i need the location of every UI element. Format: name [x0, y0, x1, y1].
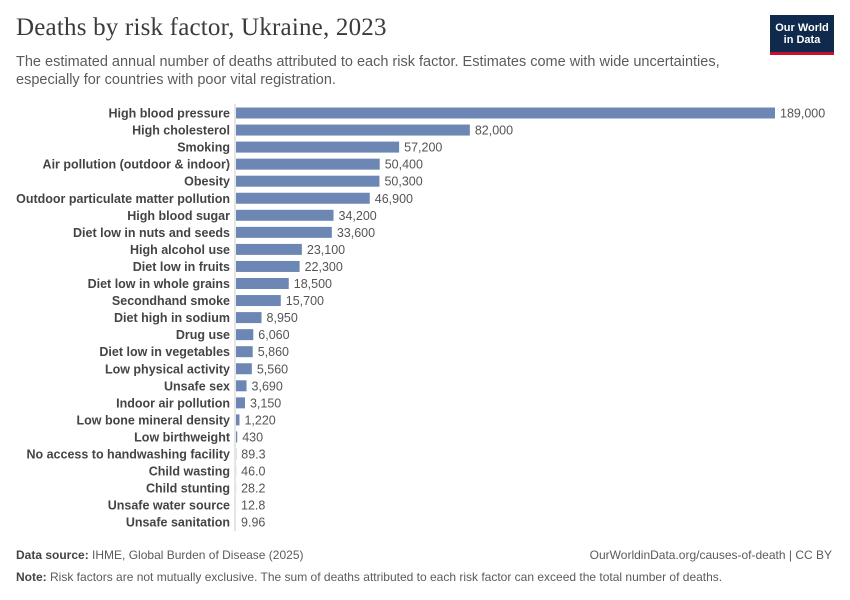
bar[interactable] — [236, 141, 400, 153]
category-label: Smoking — [177, 141, 230, 155]
category-label: Unsafe sex — [164, 379, 230, 393]
category-label: Diet low in whole grains — [88, 277, 230, 291]
bar[interactable] — [236, 192, 370, 204]
category-label: Secondhand smoke — [112, 294, 230, 308]
value-label: 15,700 — [286, 294, 324, 308]
value-label: 22,300 — [305, 260, 343, 274]
category-label: High blood pressure — [108, 107, 230, 121]
category-label: Low physical activity — [105, 362, 230, 376]
category-label: Diet low in fruits — [133, 260, 230, 274]
bar[interactable] — [236, 278, 289, 289]
chart-title: Deaths by risk factor, Ukraine, 2023 — [16, 14, 387, 41]
bar[interactable] — [236, 346, 253, 358]
value-label: 8,950 — [267, 311, 298, 325]
bar[interactable] — [236, 243, 302, 255]
category-label: High blood sugar — [127, 209, 230, 223]
value-label: 28.2 — [241, 482, 265, 496]
logo-line-1: Our World — [775, 21, 829, 34]
category-label: Indoor air pollution — [116, 396, 230, 410]
bar[interactable] — [236, 226, 332, 238]
category-label: Diet low in nuts and seeds — [73, 226, 230, 240]
value-label: 5,860 — [258, 345, 289, 359]
bar[interactable] — [236, 260, 300, 272]
source-url-link[interactable]: OurWorldinData.org/causes-of-death | CC … — [589, 548, 832, 562]
value-label: 189,000 — [780, 107, 825, 121]
category-label: Unsafe sanitation — [126, 516, 230, 530]
category-label: Child stunting — [146, 482, 230, 496]
bar[interactable] — [236, 329, 254, 341]
bar-chart: High blood pressure 189,000 High cholester… — [16, 104, 825, 532]
chart-subtitle: The estimated annual number of deaths at… — [16, 54, 720, 88]
category-label: Diet high in sodium — [114, 311, 230, 325]
bar[interactable] — [236, 431, 238, 443]
value-label: 18,500 — [294, 277, 332, 291]
category-label: High cholesterol — [132, 124, 230, 138]
value-label: 50,400 — [385, 158, 423, 172]
category-label: Child wasting — [149, 465, 230, 479]
data-source: Data source: IHME, Global Burden of Dise… — [16, 548, 303, 562]
value-label: 82,000 — [475, 124, 513, 138]
value-label: 3,690 — [252, 379, 283, 393]
note-label: Note: — [16, 570, 47, 584]
value-label: 6,060 — [258, 328, 289, 342]
bar[interactable] — [236, 158, 380, 170]
value-label: 89.3 — [241, 448, 265, 462]
value-label: 12.8 — [241, 499, 265, 513]
bar[interactable] — [236, 209, 334, 221]
value-label: 50,300 — [384, 175, 422, 189]
bar[interactable] — [236, 380, 247, 392]
bar[interactable] — [236, 397, 245, 409]
bar[interactable] — [236, 295, 281, 307]
bars-group: High blood pressure 189,000 High cholester… — [16, 107, 825, 530]
value-label: 23,100 — [307, 243, 345, 257]
value-label: 5,560 — [257, 362, 288, 376]
value-label: 46,900 — [375, 192, 413, 206]
bar[interactable] — [236, 175, 380, 187]
footnote: Note: Risk factors are not mutually excl… — [16, 570, 722, 584]
value-label: 33,600 — [337, 226, 375, 240]
logo-line-2: in Data — [783, 33, 821, 46]
bar[interactable] — [236, 312, 262, 324]
value-label: 3,150 — [250, 396, 281, 410]
value-label: 46.0 — [241, 465, 265, 479]
category-label: Drug use — [176, 328, 230, 342]
category-label: No access to handwashing facility — [26, 448, 230, 462]
data-source-label: Data source: — [16, 548, 89, 562]
category-label: Low bone mineral density — [77, 413, 231, 427]
category-label: Low birthweight — [134, 430, 231, 444]
category-label: Unsafe water source — [108, 499, 230, 513]
value-label: 1,220 — [244, 413, 275, 427]
value-label: 430 — [242, 430, 263, 444]
owid-logo[interactable]: Our World in Data — [770, 15, 834, 55]
value-label: 9.96 — [241, 516, 265, 530]
bar[interactable] — [236, 107, 775, 119]
category-label: Air pollution (outdoor & indoor) — [43, 158, 230, 172]
category-label: Outdoor particulate matter pollution — [16, 192, 230, 206]
category-label: Obesity — [184, 175, 230, 189]
value-label: 34,200 — [339, 209, 377, 223]
bar[interactable] — [236, 363, 252, 375]
category-label: Diet low in vegetables — [99, 345, 230, 359]
bar[interactable] — [236, 414, 240, 426]
data-source-text: IHME, Global Burden of Disease (2025) — [92, 548, 304, 562]
bar[interactable] — [236, 124, 470, 136]
category-label: High alcohol use — [130, 243, 230, 257]
value-label: 57,200 — [404, 141, 442, 155]
note-text: Risk factors are not mutually exclusive.… — [50, 570, 723, 584]
